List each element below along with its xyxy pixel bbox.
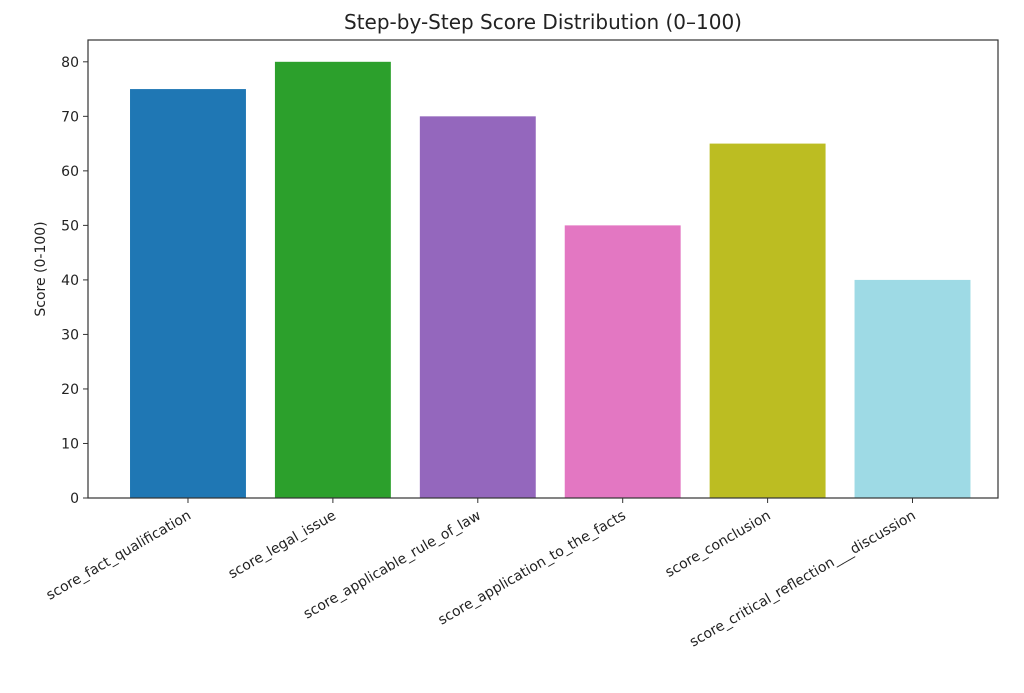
bar-score_legal_issue [274, 61, 391, 499]
bar-score_applicable_rule_of_law [419, 116, 536, 498]
bar-score_critical_reflection___discussion [854, 279, 971, 498]
y-axis-label: Score (0-100) [33, 221, 49, 316]
x-tick-label: score_conclusion [663, 508, 774, 581]
y-tick-label: 50 [61, 218, 79, 234]
bar-score_conclusion [709, 143, 826, 498]
y-tick-label: 10 [61, 436, 79, 452]
y-tick-label: 20 [61, 382, 79, 398]
x-tick-label: score_fact_qualification [44, 508, 194, 604]
y-tick-label: 30 [61, 327, 79, 343]
y-tick-label: 40 [61, 273, 79, 289]
y-tick-label: 0 [70, 491, 79, 507]
x-tick-label: score_legal_issue [226, 508, 339, 583]
x-tick-label: score_critical_reflection___discussion [687, 508, 919, 651]
bar-score_fact_qualification [130, 89, 246, 499]
plot-frame [87, 39, 999, 499]
y-tick-label: 60 [61, 164, 79, 180]
y-tick-label: 70 [61, 109, 79, 125]
chart-title: Step-by-Step Score Distribution (0–100) [344, 10, 742, 34]
bar-score_application_to_the_facts [564, 225, 681, 498]
y-tick-label: 80 [61, 55, 79, 71]
